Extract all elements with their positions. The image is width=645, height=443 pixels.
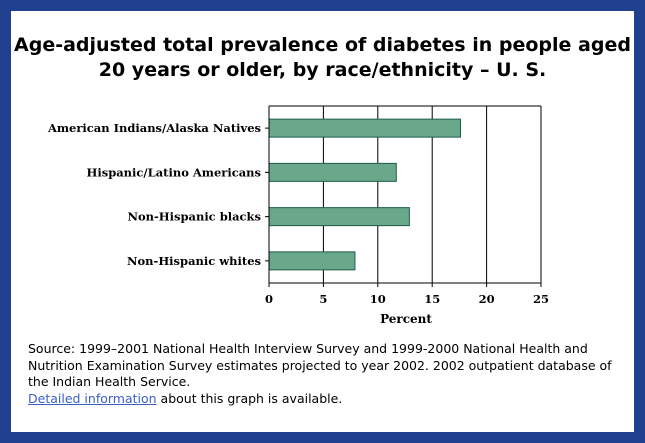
category-label-4: Non-Hispanic whites [127,254,261,268]
x-axis-title: Percent [380,312,432,326]
label-layer: 0 5 10 15 20 25 American Indians/Alaska Native… [47,121,549,326]
source-note: Source: 1999–2001 National Health Interv… [28,341,623,407]
bar-1 [268,118,461,138]
source-text: Source: 1999–2001 National Health Interv… [28,341,612,389]
bar-4 [268,251,356,271]
category-label-1: American Indians/Alaska Natives [47,121,261,135]
chart-title-line-2: 20 years or older, by race/ethnicity – U… [98,59,547,81]
chart-title: Age-adjusted total prevalence of diabete… [11,33,634,83]
category-label-2: Hispanic/Latino Americans [86,165,261,179]
content-panel: Age-adjusted total prevalence of diabete… [11,11,634,432]
bar-3 [268,207,410,227]
category-label-3: Non-Hispanic blacks [127,210,261,224]
bar-chart: 0 5 10 15 20 25 American Indians/Alaska Native… [47,105,549,326]
source-link-suffix: about this graph is available. [156,390,343,406]
x-tick-label-20: 20 [479,292,495,306]
x-tick-label-5: 5 [319,292,327,306]
bar-2 [268,162,397,182]
chart-title-line-1: Age-adjusted total prevalence of diabete… [14,34,631,56]
detailed-information-link[interactable]: Detailed information [28,390,157,406]
x-tick-label-25: 25 [533,292,549,306]
x-tick-label-15: 15 [424,292,440,306]
x-tick-label-0: 0 [265,292,273,306]
x-tick-label-10: 10 [370,292,386,306]
axis-layer [265,105,542,287]
